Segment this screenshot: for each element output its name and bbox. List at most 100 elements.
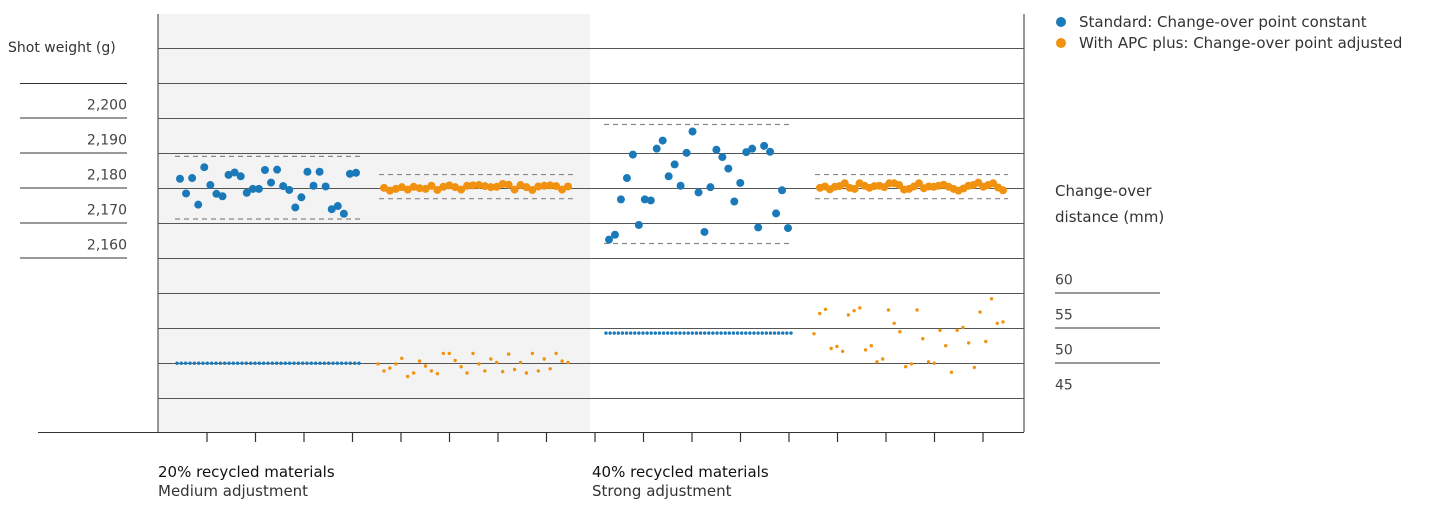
legend-label-standard: Standard: Change-over point constant xyxy=(1079,13,1367,31)
shot-weight-point xyxy=(622,174,631,183)
change-over-point xyxy=(739,331,744,335)
change-over-point xyxy=(240,361,244,365)
change-over-point xyxy=(477,362,481,366)
shot-weight-point xyxy=(176,174,184,183)
change-over-point xyxy=(335,361,340,365)
change-over-point xyxy=(989,297,994,301)
shot-weight-point xyxy=(760,141,769,150)
shot-weight-point xyxy=(469,181,478,190)
change-over-point xyxy=(731,331,736,335)
change-over-point xyxy=(287,361,292,365)
change-over-point xyxy=(707,331,711,335)
shot-weight-point xyxy=(433,185,442,194)
change-over-point xyxy=(752,331,756,335)
shot-weight-point xyxy=(182,189,191,198)
change-over-point xyxy=(382,369,386,373)
shot-weight-point xyxy=(297,193,306,202)
change-over-point xyxy=(423,364,428,368)
change-over-point xyxy=(944,344,948,348)
change-over-point xyxy=(376,362,380,366)
change-over-point xyxy=(566,360,570,365)
change-over-point xyxy=(772,331,777,335)
change-over-point xyxy=(388,366,392,370)
change-over-point xyxy=(645,331,649,335)
legend: Standard: Change-over point constant Wit… xyxy=(1055,12,1435,54)
change-over-point xyxy=(898,330,902,334)
change-over-point xyxy=(257,361,262,365)
change-over-point xyxy=(331,361,335,365)
shot-weight-point xyxy=(510,185,519,194)
change-over-point xyxy=(222,361,227,365)
legend-dot-standard xyxy=(1056,17,1066,27)
shot-weight-point xyxy=(200,163,209,172)
change-over-point xyxy=(620,331,625,335)
legend-item-apc: With APC plus: Change-over point adjuste… xyxy=(1055,33,1435,54)
shot-weight-point xyxy=(427,181,436,190)
change-over-point xyxy=(483,369,487,373)
section-subheading: Strong adjustment xyxy=(592,482,732,500)
shot-weight-point xyxy=(706,183,715,192)
section-caption-20: 20% recycled materials Medium adjustment xyxy=(158,463,335,501)
change-over-point xyxy=(357,361,361,365)
change-over-point xyxy=(789,331,793,335)
change-over-point xyxy=(201,361,205,365)
shot-weight-point xyxy=(315,167,324,176)
shot-weight-point xyxy=(652,144,661,153)
legend-dot-apc xyxy=(1056,38,1066,48)
shot-weight-point xyxy=(688,127,697,136)
change-over-point xyxy=(348,361,353,365)
shot-weight-point xyxy=(528,185,537,194)
change-over-point xyxy=(886,308,891,312)
section-subheading: Medium adjustment xyxy=(158,482,309,500)
shot-weight-point xyxy=(999,186,1007,195)
legend-label-apc: With APC plus: Change-over point adjuste… xyxy=(1079,34,1403,52)
change-over-point xyxy=(471,351,475,356)
change-over-point xyxy=(995,321,999,325)
shot-weight-point xyxy=(540,181,549,190)
shot-weight-point xyxy=(712,145,721,154)
change-over-point xyxy=(852,309,856,313)
shot-weight-point xyxy=(546,181,555,190)
shot-weight-point xyxy=(664,172,673,181)
change-over-point xyxy=(875,360,879,364)
shot-weight-point xyxy=(327,205,336,214)
shot-weight-point xyxy=(558,185,567,194)
change-over-point xyxy=(554,351,558,356)
shot-weight-point xyxy=(421,184,430,193)
change-over-point xyxy=(641,331,645,335)
change-over-point xyxy=(179,361,184,365)
change-over-point xyxy=(682,331,686,335)
shot-weight-point xyxy=(504,180,513,189)
shot-weight-point xyxy=(766,147,775,156)
change-over-point xyxy=(506,352,511,356)
change-over-point xyxy=(352,361,357,365)
shot-weight-point xyxy=(260,166,269,174)
shot-weight-point xyxy=(552,182,561,191)
shot-weight-point xyxy=(273,165,282,174)
change-over-point xyxy=(548,367,552,371)
change-over-point xyxy=(785,331,789,335)
shot-weight-point xyxy=(254,184,263,193)
change-over-point xyxy=(417,359,422,363)
shot-weight-point xyxy=(267,178,276,187)
change-over-point xyxy=(702,331,707,335)
change-over-point xyxy=(465,371,469,375)
change-over-point xyxy=(512,367,517,372)
shot-weight-point xyxy=(634,220,643,229)
change-over-point xyxy=(524,371,529,375)
shot-weight-point xyxy=(670,160,679,169)
change-over-point xyxy=(266,361,270,365)
control-limits-layer xyxy=(175,123,1008,245)
change-over-point xyxy=(829,346,833,351)
change-over-point xyxy=(560,359,564,363)
shot-weight-point xyxy=(236,172,245,181)
shot-weight-point xyxy=(724,164,733,173)
change-over-point xyxy=(339,361,344,365)
shot-weight-point xyxy=(492,182,501,191)
section-heading: 20% recycled materials xyxy=(158,463,335,481)
change-over-point xyxy=(661,331,666,335)
change-over-point xyxy=(961,325,965,330)
shot-weight-point xyxy=(616,195,625,204)
change-over-point xyxy=(344,361,348,365)
change-over-point xyxy=(653,331,658,335)
